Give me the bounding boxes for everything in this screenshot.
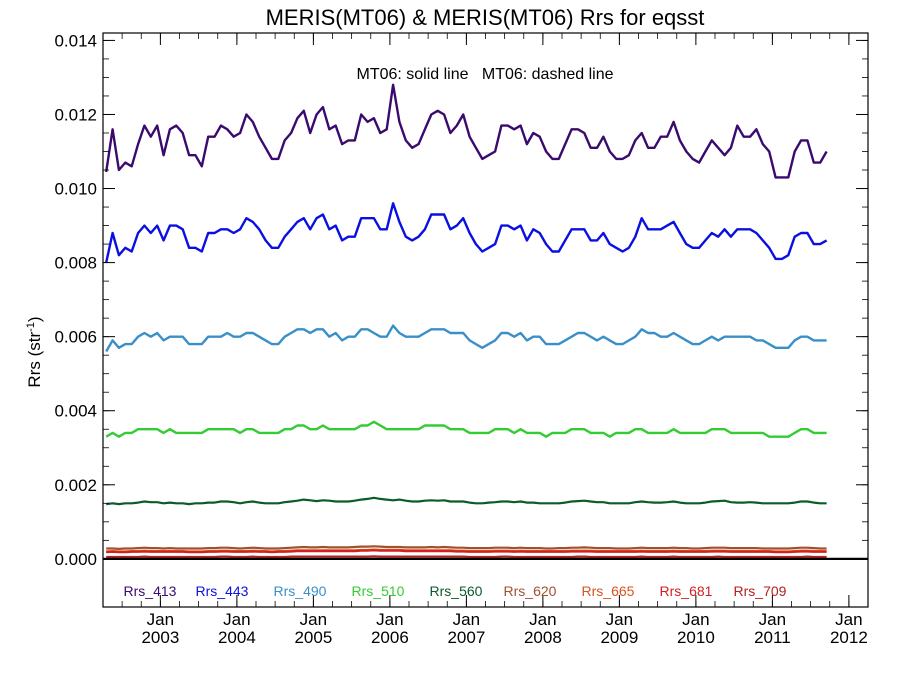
x-tick-label-month: Jan (300, 610, 327, 629)
legend-entry-rrs-413: Rrs_413 (124, 583, 177, 599)
legend-entry-rrs-620: Rrs_620 (504, 583, 557, 599)
x-tick-label-month: Jan (606, 610, 633, 629)
legend: Rrs_413 Rrs_443 Rrs_490 Rrs_510 Rrs_560 Rrs_6… (124, 583, 787, 599)
x-tick-label-year: 2010 (677, 628, 715, 647)
series-line-rrs-620 (106, 545, 827, 551)
x-tick-label-month: Jan (759, 610, 786, 629)
y-tick-label: 0.012 (54, 105, 97, 124)
chart-title: MERIS(MT06) & MERIS(MT06) Rrs for eqsst (266, 5, 705, 30)
legend-entry-rrs-665: Rrs_665 (582, 583, 635, 599)
x-tick-label-month: Jan (376, 610, 403, 629)
x-tick-label-year: 2007 (447, 628, 485, 647)
legend-entry-rrs-560: Rrs_560 (430, 583, 483, 599)
x-tick-label-year: 2011 (754, 628, 791, 647)
x-tick-label-month: Jan (529, 610, 556, 629)
y-tick-label: 0.000 (54, 550, 97, 569)
line-style-annotation: MT06: solid line MT06: dashed line (356, 66, 613, 83)
x-tick-label-month: Jan (453, 610, 480, 629)
x-tick-label-year: 2003 (141, 628, 179, 647)
x-tick-label-year: 2012 (830, 628, 868, 647)
y-tick-label: 0.006 (54, 328, 97, 347)
legend-entry-rrs-681: Rrs_681 (660, 583, 713, 599)
x-tick-label-year: 2006 (371, 628, 409, 647)
x-tick-label-year: 2004 (218, 628, 256, 647)
y-axis-title: Rrs (str-1) (25, 316, 44, 387)
svg-text:Rrs (str-1): Rrs (str-1) (25, 316, 44, 387)
y-axis-title-close: ) (25, 316, 44, 322)
series-line-rrs-490 (105, 324, 827, 353)
legend-entry-rrs-443: Rrs_443 (196, 583, 249, 599)
x-tick-label-month: Jan (223, 610, 250, 629)
series-line-rrs-443 (105, 202, 828, 263)
series-line-rrs-560 (106, 496, 827, 506)
series-line-rrs-709 (106, 555, 827, 559)
y-axis-title-superscript: -1 (25, 322, 37, 332)
x-tick-label-month: Jan (682, 610, 709, 629)
y-tick-label: 0.010 (54, 180, 97, 199)
y-tick-label: 0.004 (54, 402, 97, 421)
plot-frame (102, 32, 869, 608)
axes: 0.000 0.002 0.004 0.006 0.008 0.010 0.012 0.014… (54, 31, 869, 647)
legend-entry-rrs-490: Rrs_490 (274, 583, 327, 599)
legend-entry-rrs-510: Rrs_510 (352, 583, 405, 599)
plot-area (103, 83, 868, 560)
x-tick-label-month: Jan (835, 610, 862, 629)
series-line-rrs-413 (105, 83, 828, 179)
x-tick-label-month: Jan (147, 610, 174, 629)
x-tick-label-year: 2008 (524, 628, 562, 647)
y-tick-label: 0.002 (54, 476, 97, 495)
x-tick-label-year: 2009 (600, 628, 638, 647)
series-line-rrs-681 (106, 549, 827, 554)
y-axis-title-main: Rrs (str (25, 332, 44, 388)
series-line-rrs-510 (105, 420, 827, 438)
y-tick-label: 0.014 (54, 31, 97, 50)
x-tick-label-year: 2005 (294, 628, 332, 647)
legend-entry-rrs-709: Rrs_709 (734, 583, 787, 599)
y-tick-label: 0.008 (54, 254, 97, 273)
